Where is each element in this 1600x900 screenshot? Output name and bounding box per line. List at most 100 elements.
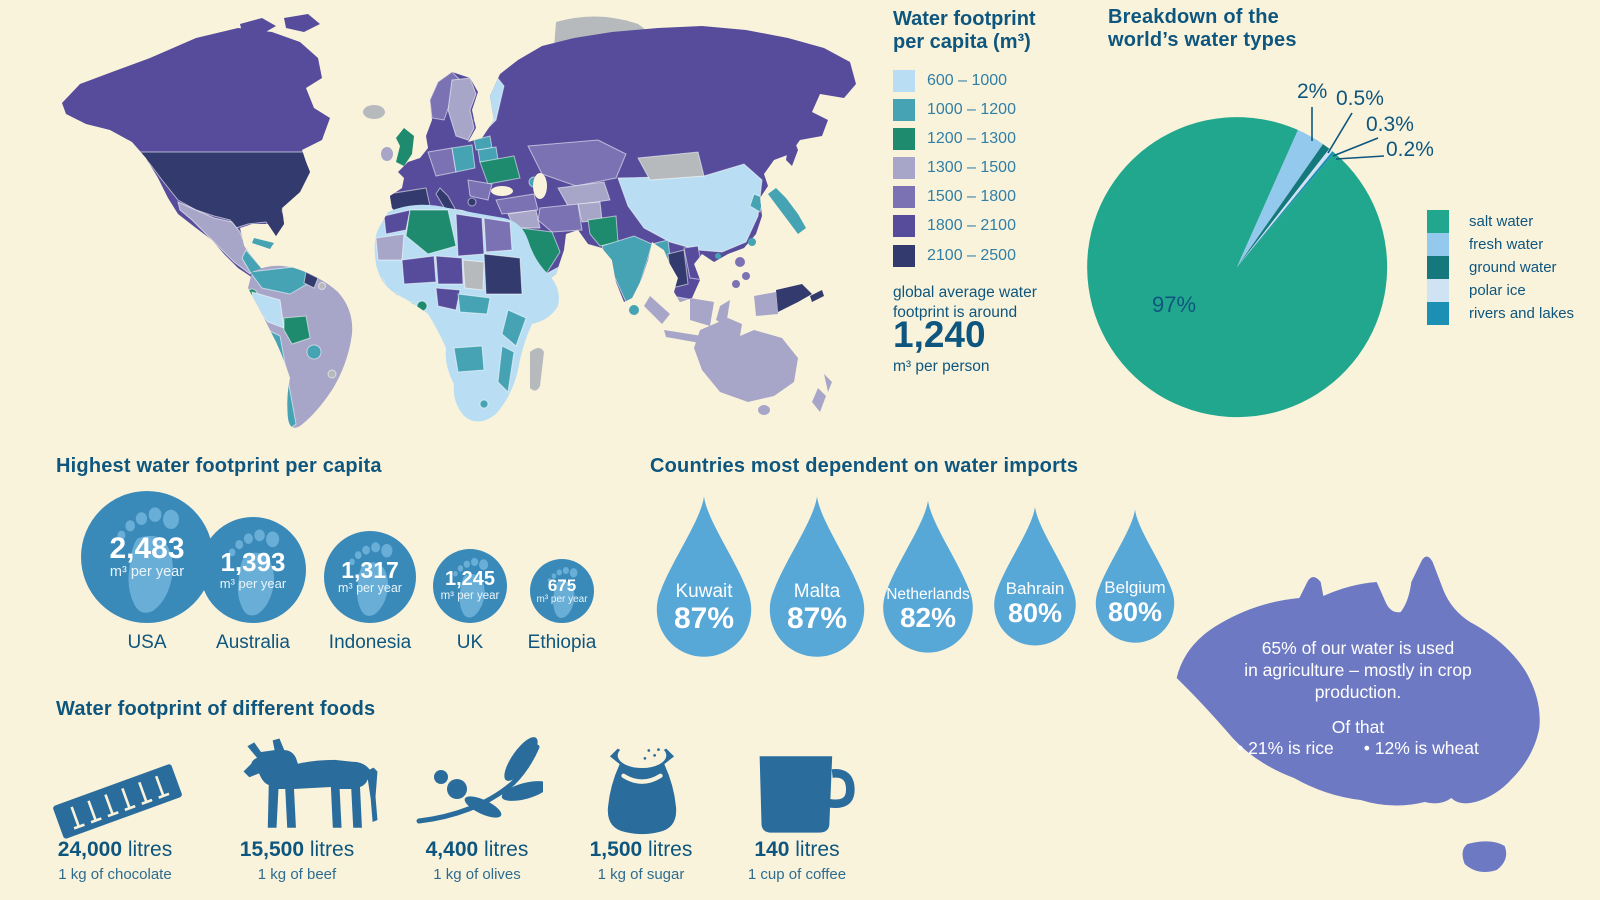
legend-swatch <box>893 128 915 150</box>
note-line2: footprint is around <box>893 304 1018 321</box>
footprint-circle-australia: 1,393 m³ per year <box>200 517 306 623</box>
country-uruguay <box>327 369 337 379</box>
footprint-unit: m³ per year <box>440 590 500 603</box>
sugar-sack-icon <box>607 742 677 835</box>
country-algeria <box>405 209 457 255</box>
legend-label: 2100 – 2500 <box>927 247 1016 264</box>
legend-swatch <box>1427 233 1449 256</box>
island-tasmania <box>1462 841 1507 872</box>
australia-fact-line1: 65% of our water is used <box>1261 638 1455 658</box>
black-sea <box>491 186 513 196</box>
legend-label: 1800 – 2100 <box>927 217 1016 234</box>
country-uk <box>396 128 414 166</box>
pie-legend-row: rivers and lakes <box>1427 302 1574 325</box>
country-lesotho <box>479 399 489 409</box>
food-caption-sugar: 1 kg of sugar <box>597 866 685 883</box>
map-legend-title-line1: Water footprint <box>893 8 1036 30</box>
food-amount: 140 <box>754 838 790 861</box>
footprint-circle-usa: 2,483 m³ per year <box>81 491 213 623</box>
footprints-heading: Highest water footprint per capita <box>56 455 382 477</box>
country-niger <box>435 255 464 285</box>
chocolate-bar-icon <box>53 764 182 839</box>
continent-eurasia <box>390 26 856 302</box>
legend-label: rivers and lakes <box>1469 305 1575 322</box>
import-value: 87% <box>786 601 848 635</box>
footprint-circle-uk: 1,245 m³ per year <box>433 549 507 623</box>
footprint-value: 1,317 <box>341 557 399 584</box>
pie-slice-salt-water <box>1087 117 1388 418</box>
legend-swatch <box>893 245 915 267</box>
country-iceland <box>363 105 385 119</box>
footprint-circle-ethiopia: 675 m³ per year <box>530 559 594 623</box>
map-legend-title: Water footprint per capita (m³) <box>893 8 1036 54</box>
import-value: 82% <box>899 601 957 633</box>
global-average-value: 1,240 <box>893 314 986 355</box>
country-poland <box>451 144 476 173</box>
australia-fact-line2: in agriculture – mostly in crop <box>1244 660 1472 680</box>
coffee-mug-icon <box>759 756 855 833</box>
import-country: Netherlands <box>886 585 970 603</box>
food-amount: 15,500 <box>239 838 305 861</box>
map-legend-title-line2: per capita (m³) <box>893 31 1031 53</box>
region-balkans <box>467 179 493 201</box>
pie-label-fresh-water: 2% <box>1297 80 1328 103</box>
pie-slice-ground-water <box>1237 144 1330 267</box>
import-value: 87% <box>673 601 735 635</box>
country-chad <box>462 259 485 291</box>
import-drop-netherlands: Netherlands 82% <box>872 492 984 656</box>
olive-branch-icon <box>416 737 543 824</box>
foods-heading: Water footprint of different foods <box>56 698 376 720</box>
country-sri-lanka <box>629 305 639 315</box>
islands-oceania <box>381 128 832 415</box>
country-ukraine <box>479 155 521 185</box>
region-cameroon-car <box>457 293 491 315</box>
pie-chart-title: Breakdown of the world’s water types <box>1108 6 1297 52</box>
map-legend-row: 1200 – 1300 <box>893 128 1016 150</box>
footprint-circle-indonesia: 1,317 m³ per year <box>324 531 416 623</box>
island-tasmania-map <box>758 405 770 415</box>
import-value: 80% <box>1107 596 1163 627</box>
legend-label: 600 – 1000 <box>927 72 1008 89</box>
country-mongolia <box>637 151 705 181</box>
pie-title-line1: Breakdown of the <box>1108 6 1279 28</box>
country-sudan <box>483 253 523 295</box>
import-value: 80% <box>1007 597 1063 628</box>
legend-label: 1200 – 1300 <box>927 130 1016 147</box>
food-value-beef: 15,500 litres <box>217 838 377 862</box>
footprint-country-uk: UK <box>456 632 484 653</box>
island-new-guinea-west <box>754 292 778 316</box>
legend-swatch <box>893 215 915 237</box>
legend-swatch <box>893 186 915 208</box>
country-ireland <box>381 147 393 161</box>
import-drop-kuwait: Kuwait 87% <box>645 488 763 660</box>
food-caption-olives: 1 kg of olives <box>433 866 521 883</box>
imports-heading: Countries most dependent on water import… <box>650 455 1079 477</box>
legend-swatch <box>1427 256 1449 279</box>
legend-label: ground water <box>1469 259 1557 276</box>
map-legend-note: global average water footprint is around <box>893 283 1037 323</box>
import-country: Belgium <box>1104 577 1166 597</box>
region-east-africa <box>501 309 527 347</box>
country-bolivia <box>283 315 311 345</box>
caspian-sea <box>533 173 547 199</box>
country-egypt <box>483 217 513 253</box>
food-unit: litres <box>478 838 529 861</box>
country-turkey <box>495 193 539 215</box>
continent-africa <box>374 204 559 422</box>
country-greece <box>467 197 477 207</box>
island-hainan <box>715 253 721 259</box>
map-legend-row: 1800 – 2100 <box>893 215 1016 237</box>
import-drop-malta: Malta 87% <box>758 488 876 660</box>
country-libya <box>455 213 485 257</box>
country-mauritania <box>375 233 405 261</box>
pie-label-ground-water: 0.5% <box>1336 87 1384 110</box>
country-australia-map <box>694 318 798 402</box>
country-papua-new-guinea <box>776 284 812 312</box>
country-madagascar <box>530 348 544 391</box>
pie-legend-row: polar ice <box>1427 279 1526 302</box>
legend-swatch <box>893 99 915 121</box>
food-unit: litres <box>304 838 355 861</box>
food-value-chocolate: 24,000 litres <box>35 838 195 862</box>
country-sweden <box>447 77 477 141</box>
footprint-value: 1,245 <box>444 568 496 591</box>
